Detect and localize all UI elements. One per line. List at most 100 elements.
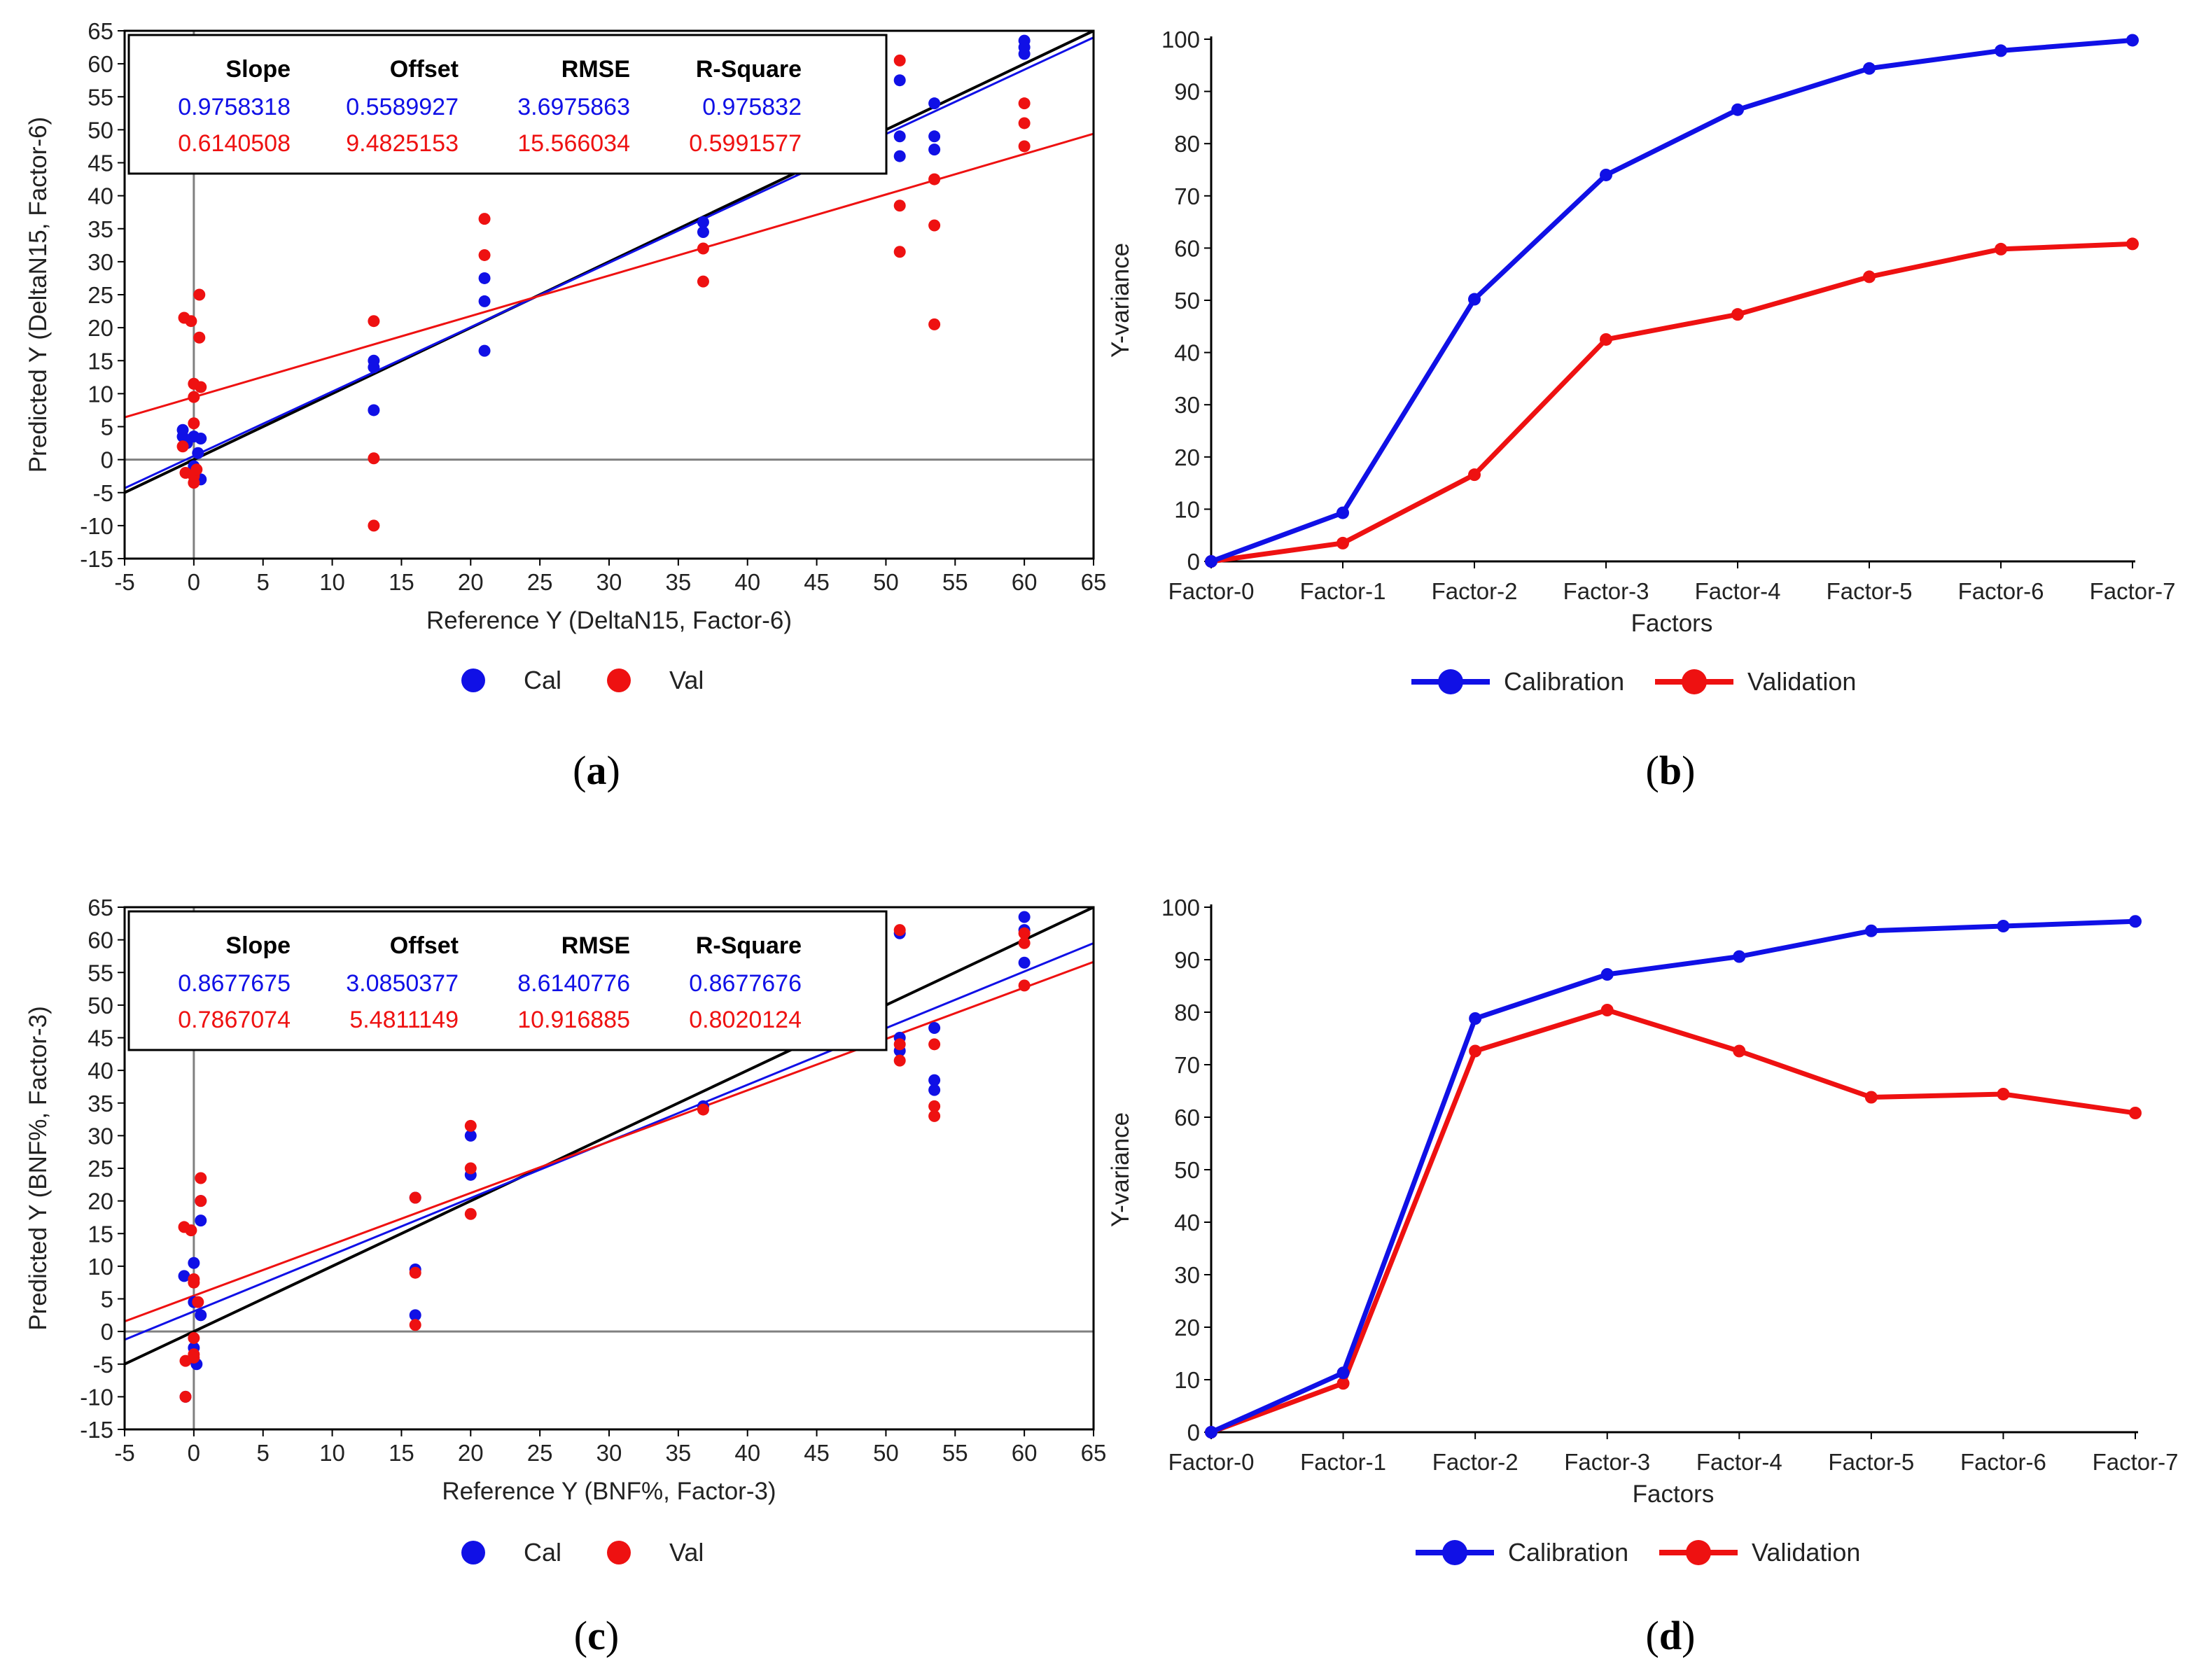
cal-point (928, 1074, 941, 1086)
cal-point (928, 1022, 941, 1035)
stats-cal-value: 0.9758318 (178, 94, 291, 120)
series-validation (1205, 237, 2139, 568)
calibration-line (1210, 38, 2133, 564)
y-tick-label: 45 (88, 150, 113, 176)
val-point (1018, 140, 1031, 153)
series-val (176, 54, 1031, 532)
validation-point (1731, 308, 1744, 321)
x-tick-label: 65 (1081, 1440, 1107, 1466)
panel-label: (b) (1646, 748, 1696, 793)
val-point (928, 1110, 941, 1122)
legend-calibration-label: Calibration (1508, 1538, 1628, 1567)
x-tick-label: 0 (188, 569, 200, 595)
val-point (893, 200, 906, 212)
y-tick-label: 30 (88, 249, 113, 275)
x-tick-label: Factor-2 (1432, 1449, 1519, 1475)
x-tick-label: Factor-3 (1563, 578, 1649, 604)
legend-cal-label: Cal (524, 1538, 561, 1567)
y-tick-label: 80 (1174, 131, 1200, 157)
panel-label-close: ) (1682, 748, 1695, 793)
x-tick-label: 25 (527, 1440, 553, 1466)
val-point (1018, 979, 1031, 992)
cal-point (697, 216, 709, 228)
val-point (368, 315, 380, 328)
val-point (368, 519, 380, 532)
x-tick-label: 20 (458, 1440, 484, 1466)
panel-label-close: ) (606, 1613, 619, 1658)
val-point (195, 381, 207, 393)
val-point (928, 219, 941, 232)
cal-point (928, 130, 941, 143)
panel-label-open: ( (1646, 1613, 1659, 1658)
series-calibration (1205, 34, 2139, 568)
cal-point (928, 97, 941, 110)
x-tick-label: 65 (1081, 569, 1107, 595)
y-tick-label: 60 (88, 51, 113, 77)
panel-label: (c) (574, 1613, 619, 1658)
legend-val-label: Val (669, 666, 704, 694)
calibration-point (1205, 1426, 1217, 1438)
val-point (464, 1162, 477, 1175)
val-point (1018, 97, 1031, 110)
val-point (190, 463, 203, 476)
calibration-point (1731, 103, 1744, 116)
cal-point (697, 225, 709, 238)
panel-label-open: ( (1646, 748, 1659, 793)
y-tick-label: 10 (88, 381, 113, 407)
val-point (893, 1038, 906, 1051)
y-tick-label: 60 (1174, 1105, 1200, 1130)
y-tick-label: 35 (88, 1091, 113, 1116)
y-tick-label: 50 (88, 993, 113, 1018)
x-tick-label: Factor-0 (1168, 578, 1255, 604)
val-point (185, 1224, 197, 1237)
validation-point (1600, 1004, 1614, 1016)
calibration-point (1600, 168, 1612, 181)
y-tick-label: -5 (93, 1352, 113, 1378)
y-tick-label: 30 (1174, 1262, 1200, 1288)
cal-point (192, 447, 204, 459)
cal-point (478, 344, 491, 357)
validation-point (2129, 1107, 2142, 1119)
cal-point (464, 1129, 477, 1142)
y-tick-label: 55 (88, 960, 113, 986)
validation-line (1210, 1007, 2136, 1435)
y-tick-label: 55 (88, 84, 113, 110)
val-point (478, 213, 491, 225)
val-point (1018, 117, 1031, 130)
cal-point (928, 144, 941, 156)
validation-point (1863, 270, 1876, 284)
x-tick-label: 35 (665, 569, 691, 595)
panel-label-letter: b (1659, 748, 1682, 793)
y-tick-label: -5 (93, 480, 113, 506)
panel-label-open: ( (574, 1613, 587, 1658)
legend: Calibration Validation (1416, 1538, 1860, 1567)
y-tick-label: 40 (1174, 340, 1200, 366)
x-axis-label: Reference Y (DeltaN15, Factor-6) (426, 607, 792, 634)
val-fit-line (125, 132, 1094, 419)
y-tick-label: -10 (80, 513, 113, 539)
legend-validation-label: Validation (1752, 1538, 1860, 1567)
stats-val-value: 0.7867074 (178, 1007, 291, 1033)
cal-point (195, 432, 207, 444)
calibration-point (1468, 293, 1481, 306)
y-axis-label: Predicted Y (BNF%, Factor-3) (25, 1006, 52, 1331)
panel-label: (d) (1646, 1613, 1696, 1658)
panel-label-letter: d (1659, 1613, 1682, 1658)
y-tick-label: 0 (101, 447, 113, 473)
x-tick-label: 55 (942, 1440, 968, 1466)
y-tick-label: 15 (88, 1221, 113, 1247)
y-tick-label: 35 (88, 216, 113, 242)
stats-val-value: 9.4825153 (346, 130, 459, 157)
y-tick-label: 10 (1174, 1367, 1200, 1393)
panel-a: Slope 0.9758318 0.6140508 Offset 0.5589927 9.… (25, 18, 1106, 793)
val-point (697, 242, 709, 255)
stats-header: Offset (390, 56, 459, 83)
calibration-point (1997, 920, 2010, 932)
x-tick-label: Factor-6 (1960, 1449, 2046, 1475)
y-tick-label: 5 (101, 414, 113, 440)
cal-fit-line (125, 36, 1094, 489)
y-axis-label: Y-variance (1107, 243, 1134, 358)
x-tick-label: Factor-0 (1168, 1449, 1255, 1475)
calibration-point (1336, 1366, 1350, 1380)
